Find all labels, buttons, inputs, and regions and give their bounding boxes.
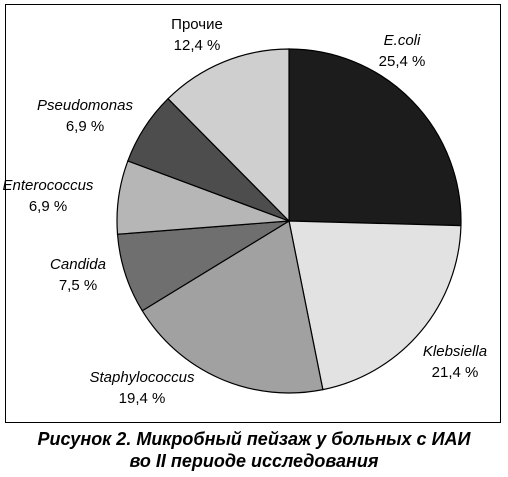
slice-value-enterococcus: 6,9 %	[29, 198, 67, 215]
slice-value-pseudomonas: 6,9 %	[66, 118, 104, 135]
chart-frame	[5, 4, 501, 423]
slice-value-staphylococcus: 19,4 %	[119, 390, 166, 407]
caption-line-2: во II периоде исследования	[129, 451, 379, 471]
slice-label-klebsiella: Klebsiella	[423, 343, 487, 360]
slice-label-pseudomonas: Pseudomonas	[37, 97, 133, 114]
slice-label-e-coli: E.coli	[384, 32, 421, 49]
slice-label-прочие: Прочие	[171, 16, 223, 33]
slice-label-enterococcus: Enterococcus	[3, 177, 94, 194]
slice-label-staphylococcus: Staphylococcus	[89, 369, 195, 386]
pie-chart: E.coli 25,4 % Klebsiella 21,4 % Staphylococc…	[3, 16, 488, 407]
pie-slice-staphylococcus	[141, 220, 324, 394]
slice-label-candida: Candida	[50, 256, 106, 273]
caption-line-1: Рисунок 2. Микробный пейзаж у больных с …	[37, 429, 471, 449]
figure-caption: Рисунок 2. Микробный пейзаж у больных с …	[0, 428, 508, 472]
pie-slice-klebsiella	[288, 220, 462, 391]
pie-slice-e-coli	[288, 48, 462, 227]
slice-value-прочие: 12,4 %	[174, 37, 221, 54]
slice-value-e-coli: 25,4 %	[379, 53, 426, 70]
slice-value-klebsiella: 21,4 %	[432, 364, 479, 381]
slice-value-candida: 7,5 %	[59, 277, 97, 294]
pie-slice-прочие	[167, 48, 290, 223]
